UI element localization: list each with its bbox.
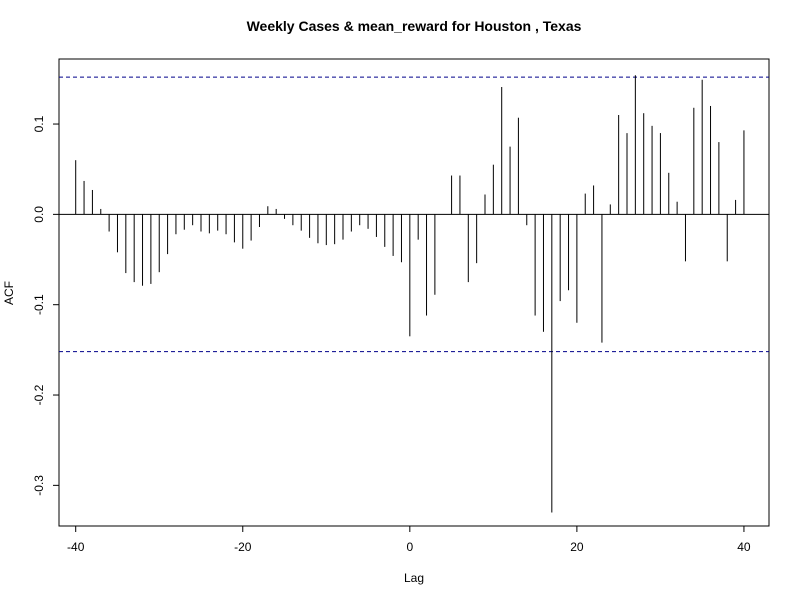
y-tick-label: 0.0 (32, 206, 46, 223)
x-tick-label: -20 (234, 540, 252, 554)
x-axis-label: Lag (404, 571, 424, 585)
y-tick-label: -0.2 (32, 384, 46, 405)
x-tick-label: 40 (737, 540, 751, 554)
plot-frame (58, 58, 770, 527)
chart-title: Weekly Cases & mean_reward for Houston ,… (247, 18, 582, 34)
y-tick-label: -0.3 (32, 475, 46, 496)
plot-area: -40 -20 0 20 40 -0.3 -0.2 -0.1 0.0 0.1 (32, 58, 770, 554)
x-tick-label: -40 (67, 540, 85, 554)
y-axis-label: ACF (2, 281, 16, 305)
y-tick-label: -0.1 (32, 294, 46, 315)
x-tick-label: 20 (570, 540, 584, 554)
y-tick-label: 0.1 (32, 115, 46, 132)
x-tick-label: 0 (406, 540, 413, 554)
